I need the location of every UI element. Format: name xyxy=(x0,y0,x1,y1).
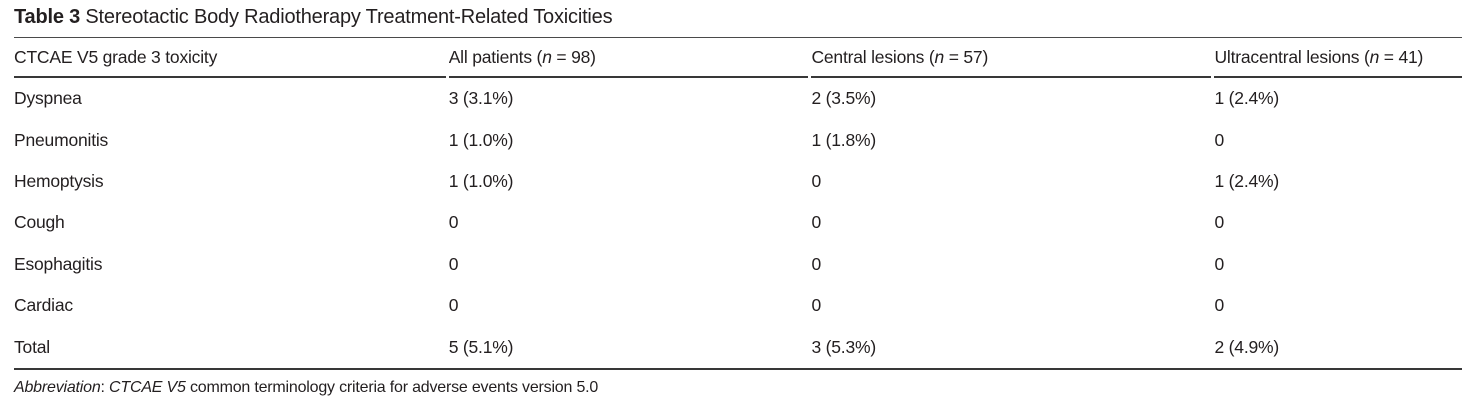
table-cell: 1 (2.4%) xyxy=(1214,170,1280,191)
column-header-label: Ultracentral lesions ( xyxy=(1214,46,1370,67)
table-row-pneumonitis: Pneumonitis 1 (1.0%) 1 (1.8%) 0 xyxy=(14,119,1462,160)
column-header-central-lesions: Central lesions (n = 57) xyxy=(811,38,1212,78)
row-label: Dyspnea xyxy=(14,88,82,109)
italic-n: n xyxy=(542,46,552,67)
row-label: Pneumonitis xyxy=(14,129,109,150)
italic-n: n xyxy=(934,46,945,67)
table-row-total: Total 5 (5.1%) 3 (5.3%) 2 (4.9%) xyxy=(14,326,1462,367)
table-cell: 1 (1.8%) xyxy=(811,129,876,150)
table-header: CTCAE V5 grade 3 toxicity All patients (… xyxy=(14,38,1462,78)
table-cell: 1 (1.0%) xyxy=(448,129,514,150)
table-body: Dyspnea 3 (3.1%) 2 (3.5%) 1 (2.4%) Pneum… xyxy=(14,78,1462,368)
table-cell: 0 xyxy=(1214,212,1225,233)
column-header-label: All patients ( xyxy=(448,46,543,67)
toxicity-table: CTCAE V5 grade 3 toxicity All patients (… xyxy=(11,38,1465,368)
table-cell: 1 (1.0%) xyxy=(448,170,514,191)
table-cell: 0 xyxy=(448,295,459,316)
table-cell: 0 xyxy=(811,253,821,274)
table-title: Table 3 Stereotactic Body Radiotherapy T… xyxy=(14,0,1462,37)
table-row-cardiac: Cardiac 0 0 0 xyxy=(14,285,1462,326)
italic-n: n xyxy=(1369,46,1380,67)
footnote-abbr-term: CTCAE V5 xyxy=(109,378,186,396)
row-label: Total xyxy=(14,336,50,357)
column-header-count: = 57) xyxy=(944,46,989,67)
table-cell: 3 (3.1%) xyxy=(448,88,514,109)
table-cell: 0 xyxy=(1214,295,1225,316)
table-cell: 0 xyxy=(811,170,821,191)
table-cell: 0 xyxy=(811,295,821,316)
row-label: Cough xyxy=(14,212,65,233)
table-cell: 0 xyxy=(811,212,821,233)
title-rule xyxy=(14,37,1462,38)
footnote-abbreviation-label: Abbreviation xyxy=(14,378,101,396)
table-cell: 0 xyxy=(448,253,459,274)
table-footnote: Abbreviation: CTCAE V5 common terminolog… xyxy=(14,370,1462,397)
column-header-ultracentral-lesions: Ultracentral lesions (n = 41) xyxy=(1214,38,1462,78)
table-cell: 3 (5.3%) xyxy=(811,336,876,357)
column-header-label: Central lesions ( xyxy=(811,46,935,67)
table-row-esophagitis: Esophagitis 0 0 0 xyxy=(14,244,1462,285)
table-cell: 1 (2.4%) xyxy=(1214,88,1280,109)
footnote-separator: : xyxy=(100,378,110,396)
table-cell: 0 xyxy=(1214,253,1225,274)
header-row: CTCAE V5 grade 3 toxicity All patients (… xyxy=(14,38,1462,78)
column-header-count: = 41) xyxy=(1379,46,1424,67)
table-cell: 0 xyxy=(1214,129,1225,150)
table-cell: 5 (5.1%) xyxy=(448,336,514,357)
column-header-label: CTCAE V5 grade 3 toxicity xyxy=(14,46,218,67)
row-label: Cardiac xyxy=(14,295,73,316)
table-cell: 0 xyxy=(448,212,459,233)
table-cell: 2 (3.5%) xyxy=(811,88,876,109)
column-header-count: = 98) xyxy=(551,46,596,67)
table-row-cough: Cough 0 0 0 xyxy=(14,202,1462,243)
column-header-all-patients: All patients (n = 98) xyxy=(448,38,809,78)
row-label: Hemoptysis xyxy=(14,170,104,191)
table-number: Table 3 xyxy=(14,6,81,28)
table-row-hemoptysis: Hemoptysis 1 (1.0%) 0 1 (2.4%) xyxy=(14,161,1462,202)
table-row-dyspnea: Dyspnea 3 (3.1%) 2 (3.5%) 1 (2.4%) xyxy=(14,78,1462,119)
table-title-text: Stereotactic Body Radiotherapy Treatment… xyxy=(80,6,613,28)
column-header-toxicity: CTCAE V5 grade 3 toxicity xyxy=(14,38,446,78)
footnote-definition: common terminology criteria for adverse … xyxy=(185,378,599,396)
row-label: Esophagitis xyxy=(14,253,103,274)
footnote-rule xyxy=(14,367,1462,370)
table-cell: 2 (4.9%) xyxy=(1214,336,1280,357)
